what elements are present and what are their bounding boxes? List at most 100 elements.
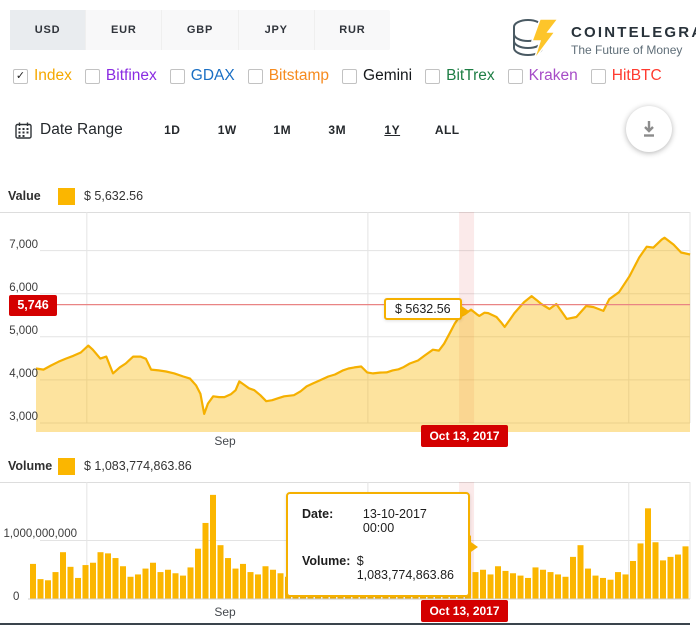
range-option-all[interactable]: ALL: [434, 123, 460, 137]
volume-bar[interactable]: [630, 560, 636, 599]
exchange-checkbox-index[interactable]: ✓ Index: [13, 67, 72, 85]
volume-bar[interactable]: [195, 548, 201, 599]
volume-bar[interactable]: [232, 568, 239, 599]
volume-bar[interactable]: [202, 522, 209, 599]
volume-bar[interactable]: [157, 572, 164, 599]
volume-bar[interactable]: [495, 566, 501, 599]
volume-bar[interactable]: [480, 569, 486, 599]
volume-bar[interactable]: [97, 552, 104, 599]
checked-checkbox-icon[interactable]: ✓: [13, 68, 28, 84]
volume-bar[interactable]: [37, 579, 44, 599]
volume-bar[interactable]: [52, 572, 59, 599]
volume-bar[interactable]: [45, 580, 51, 599]
volume-bar[interactable]: [645, 508, 651, 599]
volume-bar[interactable]: [120, 566, 126, 599]
volume-bar[interactable]: [517, 575, 524, 599]
volume-bar[interactable]: [540, 569, 546, 599]
range-option-1m[interactable]: 1M: [273, 123, 292, 137]
exchange-checkbox-bitstamp[interactable]: Bitstamp: [247, 67, 329, 85]
price-marker-badge: 5,746: [9, 295, 57, 316]
volume-bar[interactable]: [562, 576, 569, 599]
volume-bar[interactable]: [622, 574, 629, 599]
volume-bar[interactable]: [555, 574, 561, 599]
exchange-label: Gemini: [363, 67, 413, 84]
volume-bar[interactable]: [135, 574, 141, 599]
volume-bar[interactable]: [652, 542, 659, 599]
volume-bar[interactable]: [172, 573, 179, 599]
date-range-row: Date Range 1D 1W 1M 3M 1Y ALL: [15, 113, 475, 147]
unchecked-checkbox-icon[interactable]: [169, 68, 185, 84]
value-area-chart[interactable]: [0, 212, 696, 433]
exchange-checkbox-gdax[interactable]: GDAX: [169, 67, 235, 85]
exchange-label: Kraken: [528, 67, 578, 84]
volume-bar[interactable]: [90, 562, 96, 599]
volume-bar[interactable]: [217, 545, 224, 599]
range-option-3m[interactable]: 3M: [328, 123, 347, 137]
volume-bar[interactable]: [165, 569, 171, 599]
volume-bar[interactable]: [270, 569, 276, 599]
range-option-1w[interactable]: 1W: [217, 123, 237, 137]
volume-bar[interactable]: [472, 572, 479, 599]
volume-bar[interactable]: [660, 560, 666, 599]
volume-bar[interactable]: [67, 566, 74, 599]
tab-eur[interactable]: EUR: [85, 10, 161, 50]
tab-rur[interactable]: RUR: [313, 10, 390, 50]
unchecked-checkbox-icon[interactable]: [425, 68, 441, 84]
volume-bar[interactable]: [592, 575, 599, 599]
volume-bar[interactable]: [240, 563, 246, 599]
volume-bar[interactable]: [30, 563, 36, 599]
volume-bar[interactable]: [525, 577, 531, 599]
unchecked-checkbox-icon[interactable]: [247, 68, 263, 84]
tab-gbp[interactable]: GBP: [161, 10, 237, 50]
volume-bar[interactable]: [637, 543, 644, 599]
volume-bar[interactable]: [547, 572, 554, 599]
volume-bar[interactable]: [180, 575, 186, 599]
unchecked-checkbox-icon[interactable]: [507, 68, 523, 84]
exchange-checkbox-gemini[interactable]: Gemini: [342, 67, 412, 85]
volume-bar[interactable]: [105, 553, 111, 599]
tooltip-volume-label: Volume:: [302, 554, 351, 568]
volume-bar[interactable]: [262, 566, 269, 599]
volume-bar[interactable]: [532, 567, 539, 599]
unchecked-checkbox-icon[interactable]: [342, 68, 358, 84]
volume-bar[interactable]: [570, 556, 576, 599]
tab-usd[interactable]: USD: [10, 10, 86, 50]
volume-bar[interactable]: [127, 576, 134, 599]
exchange-checkbox-bitfinex[interactable]: Bitfinex: [84, 67, 157, 85]
volume-bar[interactable]: [112, 558, 119, 599]
volume-bar[interactable]: [510, 573, 516, 599]
volume-bar[interactable]: [82, 565, 89, 599]
volume-bar[interactable]: [600, 577, 606, 599]
volume-bar[interactable]: [225, 558, 231, 599]
exchange-checkbox-kraken[interactable]: Kraken: [507, 67, 578, 85]
volume-plot-top-rule: [0, 482, 690, 483]
volume-bar[interactable]: [487, 574, 494, 599]
range-option-1d[interactable]: 1D: [164, 123, 181, 137]
volume-bar[interactable]: [675, 554, 681, 599]
volume-bar[interactable]: [577, 545, 584, 599]
volume-bar[interactable]: [187, 567, 194, 599]
range-option-1y[interactable]: 1Y: [384, 123, 401, 137]
volume-bar[interactable]: [255, 574, 261, 599]
volume-bar[interactable]: [277, 573, 284, 599]
volume-bar[interactable]: [247, 572, 254, 599]
value-tooltip: $ 5632.56: [384, 298, 469, 320]
exchange-checkbox-hitbtc[interactable]: HitBTC: [590, 67, 662, 85]
logo-title: COINTELEGRAPH: [571, 23, 696, 41]
volume-bar[interactable]: [585, 568, 591, 599]
volume-bar[interactable]: [210, 494, 216, 599]
unchecked-checkbox-icon[interactable]: [84, 68, 100, 84]
tab-jpy[interactable]: JPY: [237, 10, 314, 50]
volume-bar[interactable]: [607, 579, 614, 599]
download-button[interactable]: [626, 106, 672, 152]
volume-bar[interactable]: [682, 546, 689, 599]
unchecked-checkbox-icon[interactable]: [590, 68, 606, 84]
volume-bar[interactable]: [60, 552, 66, 599]
volume-bar[interactable]: [75, 577, 81, 599]
volume-bar[interactable]: [142, 568, 149, 599]
volume-bar[interactable]: [502, 570, 509, 599]
volume-bar[interactable]: [667, 556, 674, 599]
volume-bar[interactable]: [150, 562, 156, 599]
volume-bar[interactable]: [615, 572, 621, 599]
exchange-checkbox-bittrex[interactable]: BitTrex: [425, 67, 495, 85]
